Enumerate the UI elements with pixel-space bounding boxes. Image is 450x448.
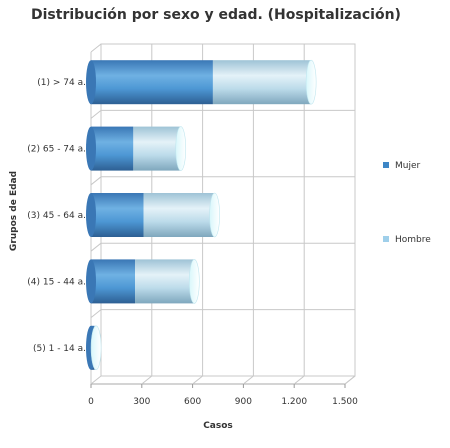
bar-end-cap [209, 192, 220, 238]
y-tick-label: (5) 1 - 14 a. [33, 344, 86, 354]
left-wall-gridline [90, 309, 102, 318]
x-axis-title: Casos [203, 421, 233, 431]
y-tick-label: (2) 65 - 74 a. [27, 145, 86, 155]
x-tick-label: 300 [133, 397, 150, 407]
y-tick-label: (3) 45 - 64 a. [27, 211, 86, 221]
bar-end-cap [90, 325, 102, 371]
bar-base-cap [86, 126, 96, 171]
y-tick-label: (1) > 74 a. [37, 78, 86, 88]
floor-gridline [90, 375, 102, 385]
y-tick-labels: (1) > 74 a. (2) 65 - 74 a. (3) 45 - 64 a. (… [27, 78, 86, 354]
left-wall-top-edge [90, 43, 102, 53]
y-axis-title: Grupos de Edad [9, 171, 19, 251]
floor-gridline [243, 375, 254, 385]
legend-swatch-hombre [383, 236, 389, 242]
bar-base-cap [86, 259, 96, 304]
bar-mujer [91, 193, 144, 237]
legend-swatch-mujer [383, 162, 389, 168]
bar-end-cap [175, 126, 187, 171]
left-wall-gridline [90, 242, 102, 252]
bar-hombre [143, 193, 215, 237]
left-wall-gridline [90, 110, 102, 119]
left-wall-gridline [90, 176, 102, 186]
floor-gridline [344, 375, 356, 385]
floor-gridline [293, 375, 305, 385]
bar-hombre [135, 259, 195, 304]
bar-mujer [91, 259, 136, 304]
x-tick-label: 1.500 [332, 397, 358, 407]
bars [86, 59, 317, 371]
legend-label-hombre: Hombre [395, 235, 431, 245]
bar-base-cap [86, 193, 96, 237]
x-tick-label: 1.200 [281, 397, 307, 407]
chart-title: Distribución por sexo y edad. (Hospitali… [31, 7, 401, 23]
bar-end-cap [305, 59, 317, 105]
floor-gridline [192, 375, 203, 385]
x-tick-labels: 0 300 600 900 1.200 1.500 [88, 397, 358, 407]
bar-hombre [133, 126, 181, 171]
bar-end-cap [188, 259, 200, 304]
bar-hombre [212, 60, 312, 105]
x-tick-label: 0 [88, 397, 94, 407]
bar-mujer [91, 60, 213, 105]
x-tick-label: 600 [184, 397, 201, 407]
legend: Mujer Hombre [383, 161, 431, 245]
bar-mujer [91, 126, 134, 171]
x-tick-label: 900 [235, 397, 252, 407]
floor-gridline [141, 375, 153, 385]
bar-base-cap [86, 60, 96, 105]
y-tick-label: (4) 15 - 44 a. [27, 277, 86, 287]
legend-label-mujer: Mujer [395, 161, 421, 171]
